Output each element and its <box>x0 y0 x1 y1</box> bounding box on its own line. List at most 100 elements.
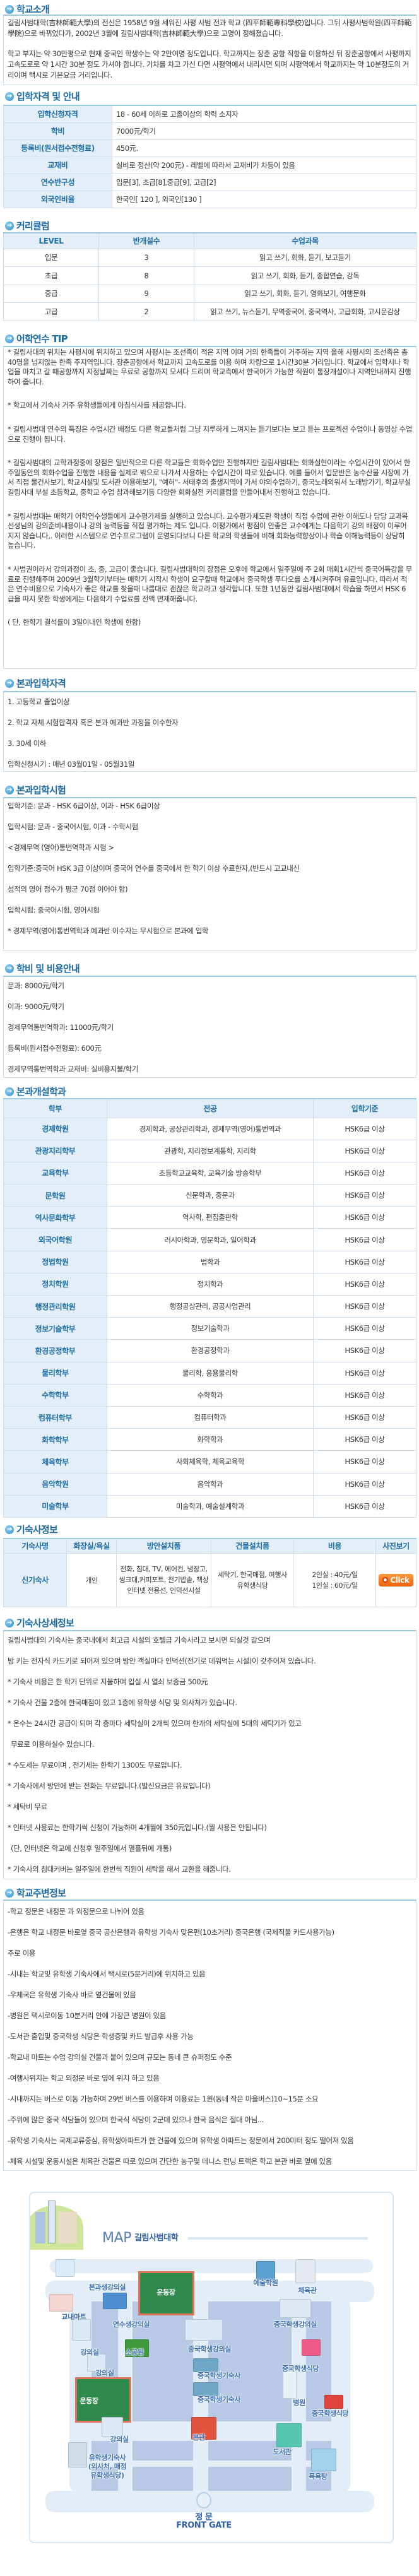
campus-block <box>91 2467 118 2491</box>
map-label: 중국학생식당 <box>311 2409 349 2418</box>
fee-line: 등록비(원서접수전형료): 600元 <box>8 1044 102 1053</box>
photo-click-button[interactable]: Click <box>379 1573 413 1586</box>
dorm-room-items: 전화, 침대, TV, 에어컨, 냉장고, 씽크대,커피포트, 전기밥솥, 책상… <box>116 1552 211 1607</box>
map-label: 중국학생강의실 <box>187 2345 232 2353</box>
sports-field <box>75 2377 131 2423</box>
heading-text: 학교소개 <box>16 4 50 15</box>
table-cell: HSK6급 이상 <box>313 1428 416 1451</box>
campus-map: MAP 길림사범대학 본과생강의실 운동장 예술학원 체육관 교내마트 연수생강의실 중국학… <box>29 2192 394 2543</box>
table-cell: HSK6급 이상 <box>313 1206 416 1229</box>
exam-line: * 경제무역(영어)통번역학과 예과반 이수자는 무시험으로 본과에 입학 <box>8 926 209 935</box>
building-icon <box>48 2201 56 2243</box>
fee-line: 이과: 9000元/학기 <box>8 1002 64 1011</box>
table-row: 음악학원 음악학과 HSK6급 이상 <box>3 1472 416 1496</box>
table-row: 체육학부 사회체육학, 체육교육학 HSK6급 이상 <box>3 1450 416 1474</box>
row-label: 입학신청자격 <box>3 105 112 123</box>
heading-text: 기숙사정보 <box>16 1524 58 1535</box>
surroundings-line: -우체국은 유학생 기숙사 바로 옆건물에 있음 <box>8 1990 136 1999</box>
table-cell: HSK6급 이상 <box>313 1228 416 1251</box>
dorm-detail-line: * 세탁비 무료 <box>8 1802 47 1811</box>
exam-line: 입학기준:중국어 HSK 3급 이상이며 중국어 연수를 중국에서 한 학기 이… <box>8 864 300 873</box>
table-cell: 읽고 쓰기, 회화, 듣기, 종합연습, 강독 <box>194 266 416 285</box>
table-row: 행정관리학원 행정공상관리, 공공사업관리 HSK6급 이상 <box>3 1294 416 1318</box>
map-label: 체육관 <box>298 2286 317 2295</box>
arrow-circle-icon: ➔ <box>5 1619 14 1628</box>
map-label: 운동장 <box>156 2288 175 2296</box>
column-header: 반개설수 <box>98 232 194 249</box>
dorm-detail-line: * 기숙사 비용은 한 학기 단위로 지불하며 입실 시 열쇠 보증금 500元 <box>8 1677 208 1686</box>
heading-text: 본과입학시험 <box>16 784 66 796</box>
building-icon <box>58 2212 77 2243</box>
map-label: (외사처, 매점 <box>88 2462 127 2471</box>
table-cell: 문학원 <box>3 1184 107 1207</box>
surroundings-line: -체육 시설및 운동시설은 체육관 건물은 따로 있으며 간단한 농구및 테니스… <box>8 2157 332 2166</box>
table-cell: HSK6급 이상 <box>313 1272 416 1296</box>
qualification-line: 1. 고등학교 졸업이상 <box>8 697 70 706</box>
section-heading-surroundings: ➔ 학교주변정보 <box>5 1886 66 1901</box>
table-row: 정법학원 법학과 HSK6급 이상 <box>3 1250 416 1273</box>
surroundings-line: -은행은 학교 내정문 바로옆 중국 공산은행과 유학생 기숙사 맞은편(10초… <box>8 1928 334 1937</box>
building-icon <box>191 2417 216 2440</box>
table-row: 미술학부 미술학과, 예술설계학과 HSK6급 이상 <box>3 1494 416 1518</box>
map-label: 본관 <box>192 2433 205 2442</box>
campus-block <box>133 2441 193 2461</box>
map-label: 본과생강의실 <box>88 2283 126 2291</box>
table-row: 문학원 신문학과, 중문과 HSK6급 이상 <box>3 1184 416 1207</box>
table-cell: 음악학과 <box>107 1472 314 1496</box>
table-row: 정치학원 정치학과 HSK6급 이상 <box>3 1272 416 1296</box>
table-row: 신기숙사 개인 전화, 침대, TV, 에어컨, 냉장고, 씽크대,커피포트, … <box>3 1552 416 1607</box>
map-label: 병원 <box>293 2399 305 2407</box>
table-cell: 물리학, 응용물리학 <box>107 1361 314 1385</box>
campus-block <box>91 2441 118 2461</box>
building-icon <box>72 2319 91 2341</box>
gate-label-en: FRONT GATE <box>176 2520 232 2531</box>
table-row: 연수반구성 입문[3], 초급[8],중급[9], 고급[2] <box>3 173 416 191</box>
table-cell: 행정공상관리, 공공사업관리 <box>107 1294 314 1318</box>
table-row: 컴퓨터학부 컴퓨터학과 HSK6급 이상 <box>3 1405 416 1429</box>
tip-box: * 길림사대의 위치는 사평시에 위치하고 있으며 사평시는 조선족이 적은 지… <box>3 346 416 669</box>
table-cell: 읽고 쓰기, 회화, 듣기, 영화보기, 여행문화 <box>194 284 416 303</box>
table-cell: HSK6급 이상 <box>313 1184 416 1207</box>
heading-text: 커리큘럼 <box>16 220 50 232</box>
arrow-circle-icon: ➔ <box>5 1525 14 1534</box>
map-label: 유학생식당) <box>90 2471 124 2479</box>
table-cell: HSK6급 이상 <box>313 1250 416 1273</box>
table-cell: HSK6급 이상 <box>313 1472 416 1496</box>
table-cell: 관광학, 지리정보계통학, 지리학 <box>107 1139 314 1162</box>
table-row: 초급 8 읽고 쓰기, 회화, 듣기, 종합연습, 강독 <box>3 266 416 285</box>
map-label: 목욕탕 <box>309 2473 328 2481</box>
table-cell: 물리학부 <box>3 1361 107 1385</box>
table-cell: 고급 <box>3 302 99 321</box>
table-cell: HSK6급 이상 <box>313 1383 416 1407</box>
fee-line: 경제무역통번역학과 교재비: 실비용지불/학기 <box>8 1065 138 1073</box>
table-row: 물리학부 물리학, 응용물리학 HSK6급 이상 <box>3 1361 416 1385</box>
table-cell: 9 <box>98 284 194 303</box>
fees-box: 문과: 8000元/학기 이과: 9000元/학기 경제무역통번역학과: 11000… <box>3 976 416 1078</box>
section-heading-tip: ➔ 어학연수 TIP <box>5 331 68 346</box>
table-row: 교육학부 초등학교교육학, 교육기술 방송학부 HSK6급 이상 <box>3 1161 416 1185</box>
row-label: 등록비(원서접수전형료) <box>3 139 112 157</box>
table-cell: 미술학부 <box>3 1494 107 1518</box>
table-cell: 역사문화학부 <box>3 1206 107 1229</box>
table-cell: 입문 <box>3 248 99 267</box>
map-label: 강의실 <box>80 2348 99 2356</box>
tip-paragraph: * 길림사범대 연수의 특징은 수업시간 배정도 다른 학교들처럼 그냥 지루하… <box>8 424 412 444</box>
table-cell: 교육학부 <box>3 1161 107 1185</box>
table-cell: 행정관리학원 <box>3 1294 107 1318</box>
circle-icon <box>382 1577 389 1583</box>
intro-paragraph: 학교 부지는 약 30만평으로 현재 중국인 학생수는 약 2만여명 정도입니다… <box>8 49 411 80</box>
gate-label-ko: 정 문 <box>195 2512 213 2522</box>
table-cell: 환경공정학과 <box>107 1339 314 1362</box>
table-cell: 법학과 <box>107 1250 314 1273</box>
map-label: 예술학원 <box>253 2279 278 2287</box>
section-heading-dorm-detail: ➔ 기숙사상세정보 <box>5 1616 74 1631</box>
table-cell: HSK6급 이상 <box>313 1139 416 1162</box>
table-cell: HSK6급 이상 <box>313 1294 416 1318</box>
arrow-circle-icon: ➔ <box>5 92 14 101</box>
arrow-circle-icon: ➔ <box>5 334 14 343</box>
building-icon <box>276 2423 302 2447</box>
surroundings-line: -주위에 많은 중국 식당들이 있으며 한국식 식당이 2군데 있으나 한국 음… <box>8 2115 264 2124</box>
dorm-detail-line: 무료로 이용하실수 있습니다. <box>11 1740 94 1749</box>
map-label: 교내마트 <box>61 2313 86 2321</box>
column-header: 기숙사명 <box>3 1538 67 1554</box>
